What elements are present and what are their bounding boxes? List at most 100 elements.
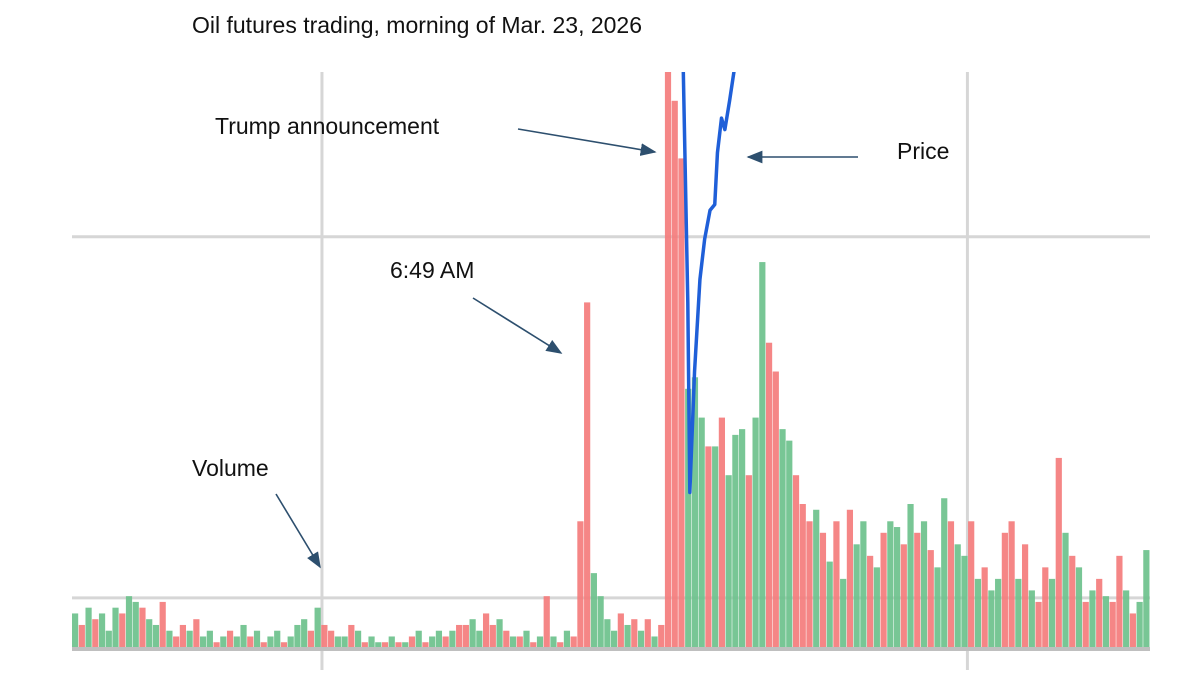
volume-bar — [72, 613, 79, 648]
volume-bar — [941, 498, 948, 648]
volume-bar — [745, 475, 752, 648]
volume-bar — [328, 630, 335, 648]
volume-bar — [482, 613, 490, 648]
volume-bar — [530, 642, 537, 648]
volume-bar — [611, 630, 618, 648]
volume-bar — [550, 636, 557, 648]
volume-bar — [334, 636, 341, 648]
volume-bar — [853, 544, 860, 648]
volume-bar — [981, 567, 988, 648]
volume-bar — [1035, 601, 1042, 648]
volume-bar — [213, 642, 220, 648]
volume-bar — [664, 72, 672, 648]
volume-bar — [429, 636, 436, 648]
volume-bar — [442, 636, 449, 648]
volume-bar — [489, 624, 496, 648]
volume-bar — [341, 636, 348, 648]
volume-bar — [752, 417, 759, 648]
volume-bar — [381, 642, 389, 648]
annotation-arrow — [517, 128, 657, 156]
annotation: Volume — [192, 455, 269, 481]
volume-bar — [786, 440, 793, 648]
volume-bar — [253, 630, 261, 648]
volume-bar — [422, 642, 429, 648]
volume-bar — [193, 619, 200, 648]
volume-bar — [503, 630, 510, 648]
volume-bar — [974, 578, 982, 648]
volume-bar — [139, 607, 146, 648]
volume-bar — [624, 624, 631, 648]
volume-bar — [146, 619, 153, 648]
volume-bar — [658, 624, 665, 648]
volume-bar — [718, 417, 725, 648]
volume-bar — [725, 475, 732, 648]
volume-bar — [152, 624, 160, 648]
volume-bar — [968, 521, 975, 648]
volume-bar — [516, 636, 523, 648]
volume-bar — [584, 302, 591, 648]
volume-bar — [105, 630, 112, 648]
volume-bar — [671, 100, 678, 649]
volume-bar — [294, 624, 301, 648]
volume-bar — [779, 429, 786, 648]
volume-bar — [1028, 590, 1035, 648]
volume-bar — [1001, 532, 1008, 648]
volume-bar — [1096, 578, 1103, 648]
volume-bar — [159, 601, 166, 648]
volume-bar — [988, 590, 995, 648]
volume-bar — [543, 596, 550, 648]
volume-bar — [880, 532, 887, 648]
volume-bar — [570, 636, 577, 648]
volume-bar — [200, 636, 207, 648]
volume-bar — [557, 642, 564, 648]
volume-bar — [590, 573, 597, 648]
volume-bar — [691, 377, 699, 648]
volume-bar — [1123, 590, 1130, 648]
annotation-arrow — [275, 493, 321, 569]
volume-bar — [314, 607, 321, 648]
annotation-arrow — [472, 297, 563, 354]
volume-bar — [954, 544, 961, 648]
volume-bar — [395, 642, 402, 648]
volume-bar — [78, 624, 85, 648]
volume-bar — [321, 624, 328, 648]
volume-bar — [867, 555, 874, 648]
volume-bar — [456, 624, 463, 648]
volume-bar — [813, 509, 820, 648]
volume-bar — [893, 527, 901, 648]
volume-bar — [307, 630, 315, 648]
volume-bar — [1062, 532, 1069, 648]
volume-bar — [226, 630, 234, 648]
volume-bar — [597, 596, 604, 648]
volume-bar — [765, 342, 773, 648]
volume-bar — [186, 630, 193, 648]
volume-bar — [563, 630, 571, 648]
volume-bar — [368, 636, 375, 648]
volume-bar — [301, 619, 308, 648]
volume-bar — [1048, 578, 1056, 648]
volume-bar — [819, 532, 827, 648]
volume-bar — [698, 417, 705, 648]
volume-bar — [1069, 555, 1076, 648]
volume-bar — [1116, 555, 1123, 648]
volume-bar — [1015, 578, 1022, 648]
volume-bar — [1109, 601, 1116, 648]
volume-bar — [617, 613, 624, 648]
volume-bar — [462, 624, 469, 648]
volume-bar — [1055, 457, 1062, 648]
volume-bar — [112, 607, 119, 648]
volume-bar — [934, 567, 941, 648]
volume-bar — [280, 642, 288, 648]
volume-bar — [995, 578, 1002, 648]
volume-bar — [119, 613, 126, 648]
volume-bar — [287, 636, 294, 648]
volume-bar — [267, 636, 274, 648]
volume-bar — [132, 601, 139, 648]
volume-bar — [496, 619, 503, 648]
volume-bar — [772, 371, 779, 648]
volume-bar — [348, 624, 355, 648]
volume-bar — [792, 475, 800, 648]
volume-bar — [873, 567, 880, 648]
volume-bar — [206, 630, 213, 648]
